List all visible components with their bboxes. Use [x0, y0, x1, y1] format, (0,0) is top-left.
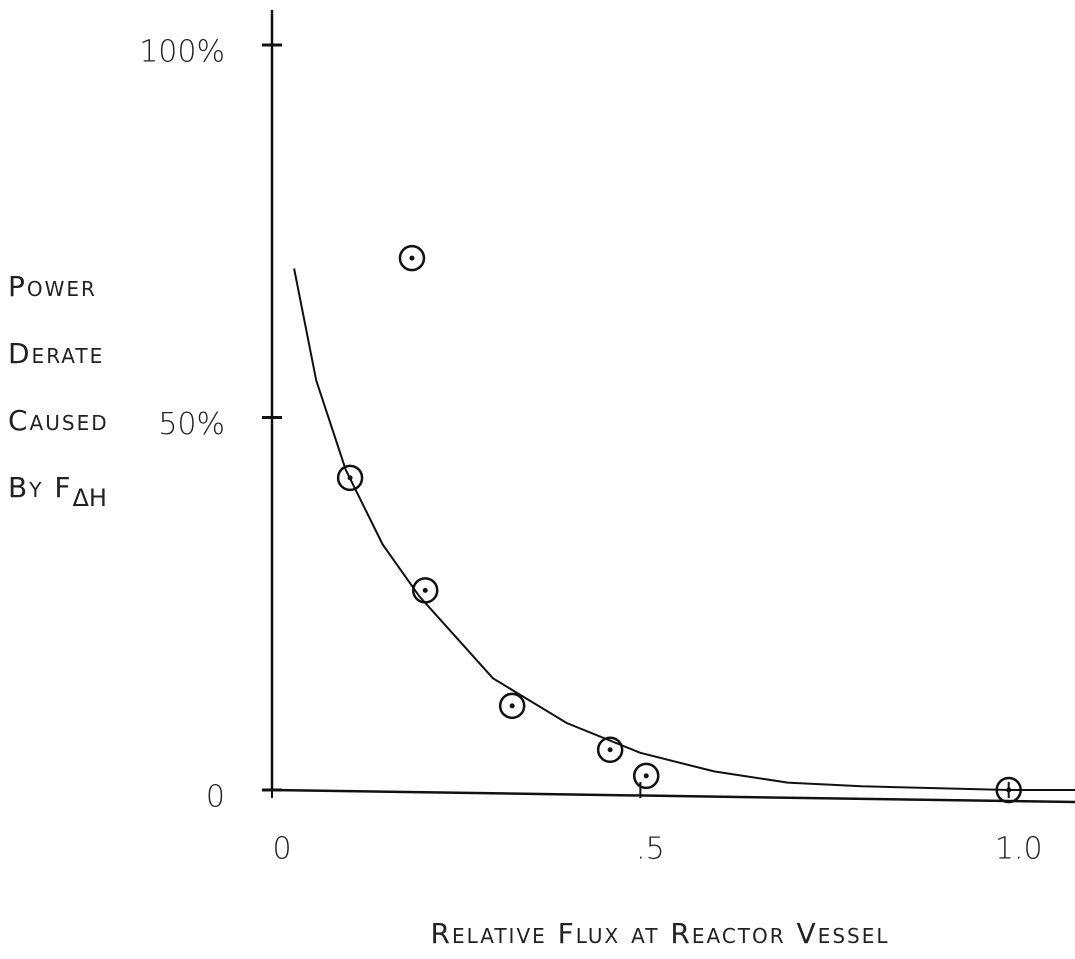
x-axis: [271, 788, 1075, 804]
fit-curve: [293, 268, 1075, 791]
y-axis-label: Caused: [8, 404, 109, 437]
y-axis-label: Power: [8, 270, 97, 303]
data-point-dot: [509, 703, 515, 709]
data-point: [398, 244, 426, 272]
data-point: [498, 692, 526, 720]
y-tick-label: 50%: [158, 407, 225, 442]
x-tick-label: 1.0: [995, 832, 1043, 867]
y-axis-label-subscript: ΔH: [72, 484, 106, 512]
data-point: [632, 762, 660, 790]
y-axis-label-line: Power: [8, 270, 97, 303]
y-axis-label-line: Caused: [8, 404, 109, 437]
data-point: [596, 736, 624, 764]
y-axis-label: By FΔH: [8, 471, 107, 512]
y-axis-label: Derate: [8, 337, 104, 370]
x-axis-label: Relative Flux at Reactor Vessel: [431, 917, 890, 950]
y-axis-label-line: Derate: [8, 337, 104, 370]
y-axis-label-line: By F: [8, 471, 72, 504]
y-tick-label: 100%: [139, 35, 225, 70]
data-point-dot: [409, 255, 415, 261]
y-tick-label: 0: [206, 780, 225, 815]
data-point-dot: [643, 773, 649, 779]
data-point: [336, 464, 364, 492]
data-point-dot: [607, 747, 613, 753]
data-point-dot: [422, 587, 428, 593]
x-tick-label: 0: [272, 832, 291, 867]
x-tick-label: .5: [636, 832, 665, 867]
